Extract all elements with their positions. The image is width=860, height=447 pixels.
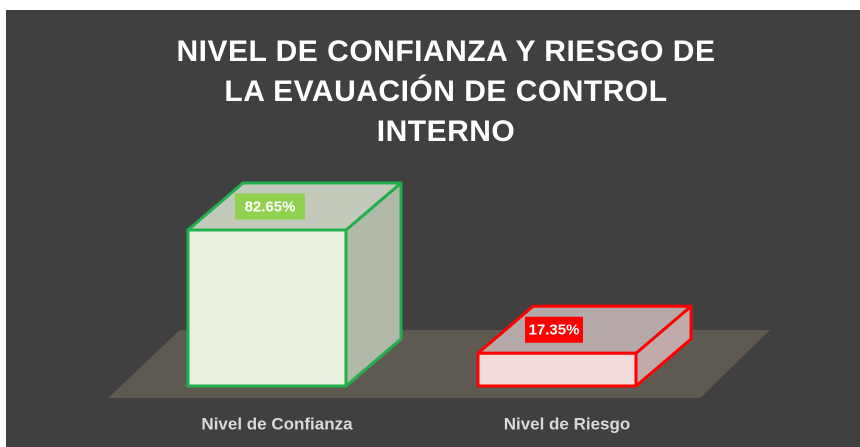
x-tick-label: Nivel de Riesgo — [504, 414, 631, 433]
value-label-box — [525, 316, 583, 343]
x-tick-label: Nivel de Confianza — [201, 414, 353, 433]
bar-front — [186, 228, 348, 388]
value-label-box — [235, 193, 305, 220]
chart: NIVEL DE CONFIANZA Y RIESGO DE LA EVAUAC… — [6, 10, 860, 447]
plot: 82.65% Nivel de Confianza 17.35% Nivel de R… — [108, 181, 770, 433]
chart-title: NIVEL DE CONFIANZA Y RIESGO DE LA EVAUAC… — [176, 35, 716, 148]
value-label: 17.35% — [529, 322, 580, 339]
bar-front — [476, 351, 638, 388]
value-label: 82.65% — [245, 199, 296, 216]
